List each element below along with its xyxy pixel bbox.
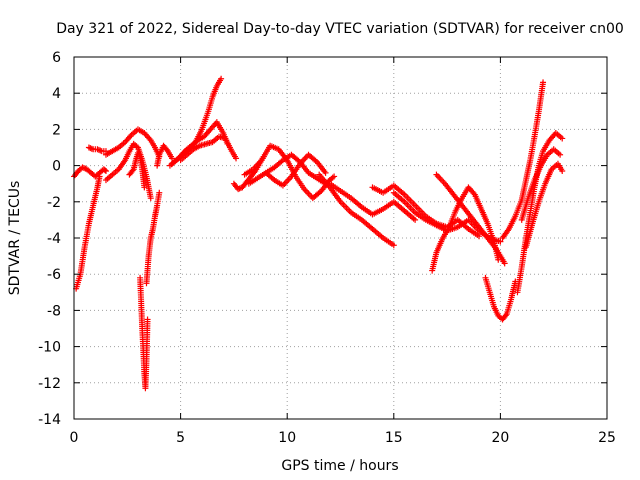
y-tick-label: -14 [38,412,61,428]
data-point [390,242,397,249]
data-point [141,184,148,191]
series-track-4 [102,126,163,160]
series-track-9 [154,142,176,169]
y-tick-label: -10 [38,340,61,356]
x-tick-label: 15 [385,430,403,446]
data-point [497,238,504,245]
grid [74,57,607,419]
data-point [331,173,338,180]
data-point [412,216,419,223]
y-tick-label: 0 [52,159,61,175]
data-point [476,233,483,240]
data-point [322,169,329,176]
series-track-23 [482,274,519,323]
y-tick-label: 6 [52,50,61,66]
data-point [102,168,109,175]
series-track-18 [326,180,419,223]
series-track-8 [143,189,163,287]
data-point [147,195,154,202]
y-tick-label: -8 [47,303,61,319]
data-point [233,155,240,162]
series-track-1 [71,164,109,180]
y-tick-label: -4 [47,231,61,247]
series-track-16 [262,151,329,189]
series-track-3 [85,144,109,155]
x-tick-label: 10 [278,430,296,446]
y-tick-label: 2 [52,122,61,138]
x-tick-label: 25 [598,430,616,446]
series-track-26 [518,146,564,223]
data-point [502,312,509,319]
data-point [163,146,170,153]
data-point [559,168,566,175]
series-track-6 [126,149,148,191]
series-track-22 [433,171,508,267]
series-track-25 [514,130,566,296]
data-points [71,75,566,392]
data-point [559,135,566,142]
axis-ticks: 0 5 10 15 20 25 -14 -12 -10 -8 -6 -4 -2 0 2 4 6 [38,50,616,446]
data-point [144,316,151,323]
data-point [156,189,163,196]
y-tick-label: -12 [38,376,61,392]
data-point [96,173,103,180]
series-track-7 [137,274,151,392]
series-track-12 [177,133,240,164]
data-point [101,167,108,174]
x-tick-label: 0 [70,430,79,446]
data-point [218,75,225,82]
data-point [540,79,547,86]
y-tick-label: -6 [47,267,61,283]
y-tick-label: 4 [52,86,61,102]
data-point [557,151,564,158]
x-tick-label: 5 [176,430,185,446]
series-track-24 [499,79,547,241]
data-point [169,155,176,162]
x-axis-title: GPS time / hours [281,458,398,474]
series-track-2 [73,173,103,292]
data-point [129,167,136,174]
series-track-20 [390,189,504,245]
y-tick-label: -2 [47,195,61,211]
data-point [501,260,508,267]
chart-title: Day 321 of 2022, Sidereal Day-to-day VTE… [56,21,624,37]
x-tick-label: 20 [491,430,509,446]
series-track-27 [522,160,566,251]
y-axis-title: SDTVAR / TECUs [7,181,23,296]
